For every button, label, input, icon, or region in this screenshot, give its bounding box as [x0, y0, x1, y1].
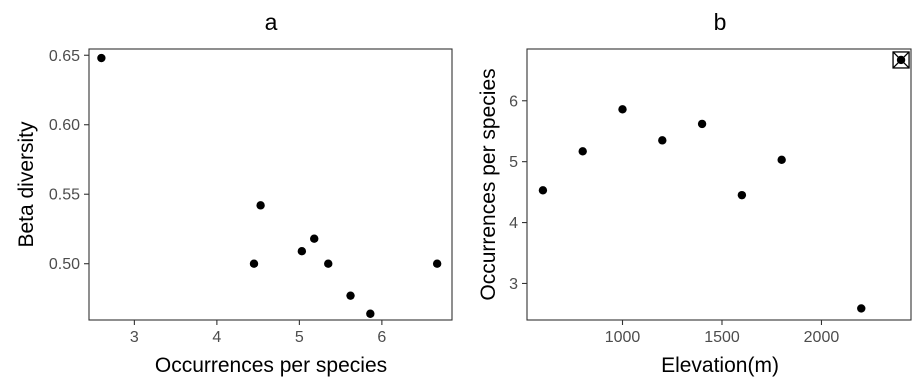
- panel-a-points: [97, 53, 442, 318]
- data-point: [538, 186, 548, 195]
- data-point: [97, 53, 106, 63]
- x-tick-label: 1000: [605, 329, 641, 346]
- y-tick-label: 5: [509, 154, 518, 171]
- data-point: [737, 190, 747, 200]
- y-tick-label: 3: [509, 276, 518, 293]
- data-point: [658, 136, 667, 145]
- panel-b-points: [538, 51, 910, 313]
- y-tick-label: 4: [509, 215, 518, 232]
- panel-b-y-ticks: 3 4 5 6: [509, 93, 527, 293]
- data-point: [578, 147, 587, 156]
- panel-b-x-axis-title: Elevation(m): [661, 354, 779, 377]
- y-tick-label: 0.60: [49, 117, 80, 134]
- data-point: [857, 304, 866, 313]
- data-point: [249, 259, 259, 268]
- data-point: [432, 259, 442, 268]
- panel-b-x-ticks: 1000 1500 2000: [605, 320, 840, 346]
- x-tick-label: 2000: [804, 329, 840, 346]
- y-tick-label: 0.55: [49, 187, 80, 204]
- x-tick-label: 1500: [704, 329, 740, 346]
- y-tick-label: 6: [509, 93, 518, 110]
- panel-b-title: b: [714, 9, 727, 35]
- x-tick-label: 4: [212, 329, 221, 346]
- panel-a-y-ticks: 0.50 0.55 0.60 0.65: [49, 48, 89, 273]
- data-point: [366, 309, 375, 318]
- x-tick-label: 5: [295, 329, 304, 346]
- data-point-boxed: [892, 51, 910, 69]
- panel-a-x-axis-title: Occurrences per species: [155, 354, 387, 377]
- y-tick-label: 0.65: [49, 48, 80, 65]
- panel-b: b 1000 1500 2000 3 4 5 6 Elevation(m) Occurre…: [477, 9, 912, 377]
- panel-a-x-ticks: 3 4 5 6: [130, 320, 386, 346]
- data-point: [777, 155, 786, 165]
- y-tick-label: 0.50: [49, 256, 80, 273]
- data-point: [618, 105, 627, 114]
- x-tick-label: 6: [377, 329, 386, 346]
- data-point: [324, 259, 333, 268]
- panel-a: a 3 4 5 6 0.50 0.55 0.60 0.65 Occurrences per …: [15, 9, 453, 377]
- data-point: [297, 247, 307, 256]
- data-point: [256, 201, 265, 210]
- data-point: [346, 291, 355, 300]
- panel-a-y-axis-title: Beta diversity: [15, 121, 38, 248]
- panel-a-frame: [88, 48, 453, 321]
- panel-b-y-axis-title: Occurrences per species: [477, 68, 500, 300]
- panel-a-title: a: [265, 9, 278, 35]
- x-tick-label: 3: [130, 329, 139, 346]
- data-point: [697, 119, 707, 129]
- data-point: [310, 234, 319, 243]
- panel-b-frame: [526, 48, 912, 321]
